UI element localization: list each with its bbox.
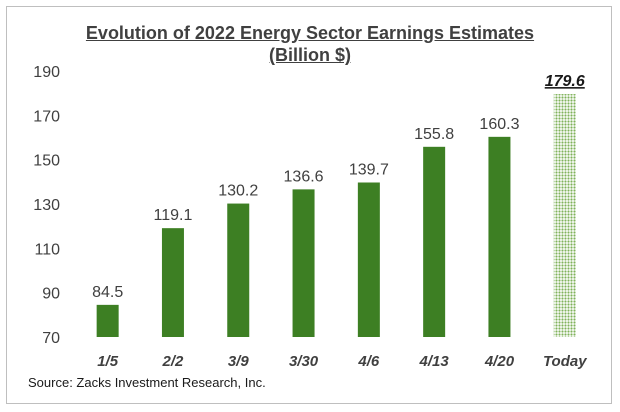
bar-today [553,94,576,337]
x-tick-label: 4/13 [419,353,450,370]
data-label: 130.2 [218,183,258,200]
bar [488,136,511,337]
bar [227,203,250,337]
x-tick-label: 4/6 [357,353,380,370]
y-tick-label: 170 [33,108,60,125]
bar [423,146,446,337]
bar [96,304,119,337]
bar [357,182,380,337]
data-label: 179.6 [545,73,585,90]
bar [292,189,315,337]
data-label: 136.6 [284,168,324,185]
y-tick-label: 150 [33,153,60,170]
chart-title: Evolution of 2022 Energy Sector Earnings… [85,23,535,43]
y-tick-label: 190 [33,64,60,81]
data-label: 84.5 [92,284,123,301]
data-label: 139.7 [349,161,389,178]
x-tick-label: 2/2 [162,353,185,370]
x-tick-label: 3/30 [289,353,319,370]
chart-subtitle: (Billion $) [269,45,351,65]
y-tick-label: 70 [42,330,60,347]
x-tick-label: Today [543,353,587,370]
data-label: 160.3 [479,116,519,133]
source-note: Source: Zacks Investment Research, Inc. [28,375,266,390]
data-label: 155.8 [414,126,454,143]
x-tick-label: 4/20 [484,353,515,370]
x-tick-label: 1/5 [97,353,119,370]
bar [161,228,184,337]
y-tick-label: 110 [34,241,60,258]
y-tick-label: 90 [42,286,60,303]
data-label: 119.1 [154,207,193,224]
x-tick-label: 3/9 [228,353,250,370]
y-tick-label: 130 [33,197,60,214]
